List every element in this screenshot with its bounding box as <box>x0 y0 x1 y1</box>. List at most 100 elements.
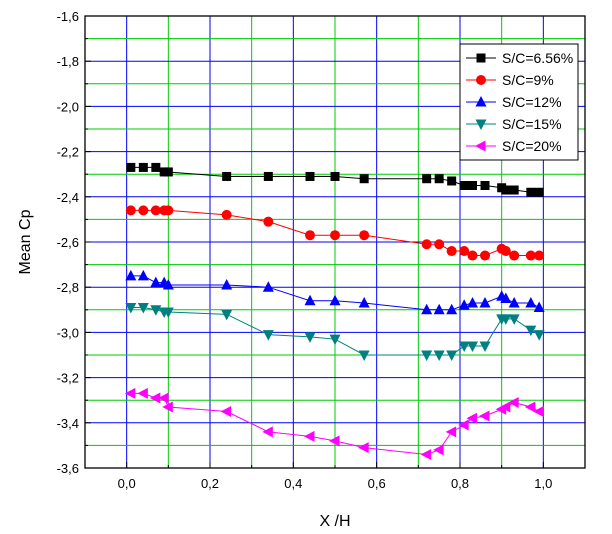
data-point <box>330 230 340 241</box>
x-tick-label: 0,2 <box>201 476 219 491</box>
data-point <box>125 205 136 216</box>
data-point <box>467 297 478 308</box>
data-point <box>149 392 161 404</box>
data-point <box>162 307 174 319</box>
y-tick-label: -3,2 <box>57 371 79 386</box>
data-point <box>422 174 432 184</box>
data-point <box>500 292 512 303</box>
y-tick-label: -2,6 <box>57 235 79 250</box>
y-tick-label: -3,6 <box>57 461 79 476</box>
data-point <box>329 435 340 447</box>
data-point <box>466 412 477 424</box>
data-point <box>479 410 490 422</box>
data-point <box>163 205 174 216</box>
data-point <box>499 401 511 413</box>
data-point <box>534 187 544 197</box>
data-point <box>467 250 478 261</box>
x-tick-label: 0,4 <box>284 476 302 491</box>
data-point <box>138 205 149 216</box>
data-point <box>458 299 470 310</box>
data-point <box>137 387 148 399</box>
data-point <box>359 174 369 184</box>
data-point <box>421 239 432 250</box>
x-tick-label: 0,0 <box>118 476 136 491</box>
legend-label: S/C=20% <box>502 138 562 154</box>
data-point <box>447 176 457 186</box>
legend-label: S/C=12% <box>502 94 562 110</box>
legend-marker <box>475 119 487 130</box>
data-point <box>525 250 536 261</box>
data-point <box>421 350 433 361</box>
data-point <box>458 419 469 431</box>
data-point <box>358 442 369 454</box>
data-point <box>329 334 341 346</box>
data-point <box>305 230 315 241</box>
data-point <box>480 250 490 261</box>
legend: S/C=6.56% S/C=9% S/C=12% S/C=15% S/C=20% <box>459 43 579 161</box>
legend-label: S/C=9% <box>502 72 554 88</box>
data-point <box>533 301 545 313</box>
data-point <box>358 297 370 308</box>
data-point <box>500 314 512 325</box>
data-point <box>329 294 341 306</box>
data-point <box>221 309 233 321</box>
data-point <box>479 297 491 308</box>
data-point <box>125 269 137 281</box>
data-point <box>138 162 148 172</box>
legend-marker <box>476 53 486 63</box>
x-tick-label: 1,0 <box>534 476 552 491</box>
y-axis-title: Mean Cp <box>17 209 34 274</box>
data-point <box>305 171 315 181</box>
data-point <box>445 426 457 438</box>
x-tick-label: 0,8 <box>451 476 469 491</box>
data-point <box>304 332 316 343</box>
data-point <box>509 250 520 261</box>
data-point <box>459 246 470 257</box>
data-point <box>534 250 545 261</box>
y-tick-label: -2,0 <box>57 99 79 114</box>
data-point <box>150 276 162 288</box>
x-axis-title: X /H <box>319 513 350 530</box>
data-point <box>304 294 316 306</box>
data-point <box>524 401 536 413</box>
data-point <box>263 171 273 181</box>
data-point <box>433 350 445 361</box>
data-point <box>433 444 444 456</box>
data-point <box>150 305 162 316</box>
series-markers <box>124 162 545 460</box>
data-point <box>163 167 173 177</box>
data-point <box>262 281 274 292</box>
data-point <box>434 174 444 184</box>
data-point <box>151 162 161 172</box>
data-point <box>158 392 169 404</box>
data-point <box>508 297 520 308</box>
y-tick-label: -2,4 <box>57 190 79 205</box>
data-point <box>263 216 274 227</box>
data-point <box>533 406 544 417</box>
tick-labels: 0,0 0,2 0,4 0,6 0,8 1,0 -1,6 -1,8 -2,0 -2,2 -2,4 -2… <box>57 9 553 491</box>
data-point <box>459 181 469 190</box>
legend-marker <box>475 140 486 152</box>
data-point <box>446 350 458 361</box>
data-point <box>509 185 519 195</box>
data-point <box>220 406 232 417</box>
legend-marker <box>475 96 487 107</box>
data-point <box>162 401 173 413</box>
data-point <box>421 303 433 315</box>
data-point <box>162 278 174 290</box>
data-point <box>433 303 445 315</box>
data-point <box>358 350 370 361</box>
legend-marker <box>476 75 486 85</box>
y-tick-label: -1,8 <box>57 54 79 69</box>
data-point <box>359 230 370 241</box>
data-point <box>480 181 490 190</box>
data-point <box>533 330 545 341</box>
y-tick-label: -1,6 <box>57 9 79 24</box>
data-point <box>467 341 478 352</box>
data-point <box>126 162 136 172</box>
data-point <box>446 303 458 315</box>
data-point <box>221 278 233 290</box>
y-tick-label: -3,4 <box>57 416 79 431</box>
data-point <box>304 430 315 442</box>
data-point <box>508 396 519 408</box>
